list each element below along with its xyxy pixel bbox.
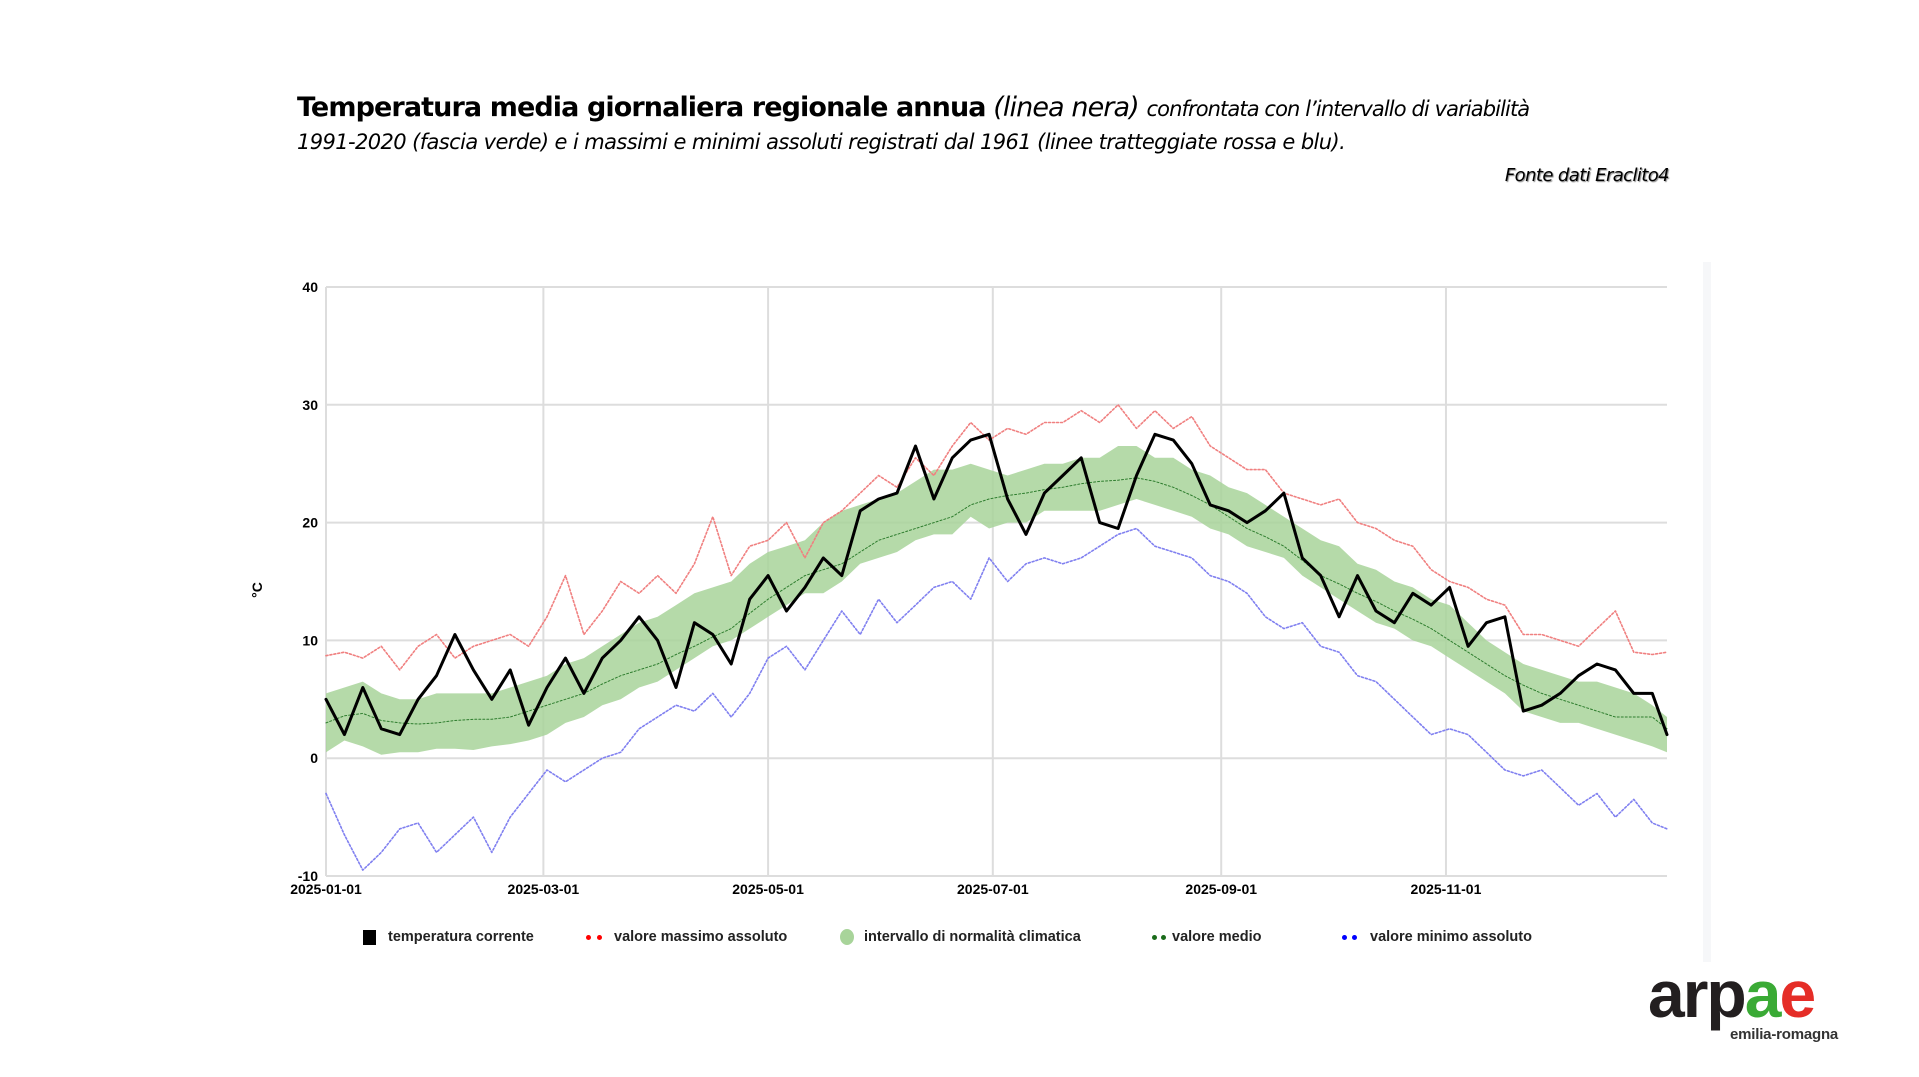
logo-subtitle: emilia-romagna bbox=[1730, 1026, 1839, 1043]
x-tick-label: 2025-09-01 bbox=[1185, 881, 1257, 897]
legend-label-current: temperatura corrente bbox=[388, 929, 534, 945]
y-tick-label: 30 bbox=[302, 397, 318, 413]
y-tick-label: 10 bbox=[302, 632, 318, 648]
x-tick-label: 2025-07-01 bbox=[957, 881, 1029, 897]
normal-band-area bbox=[326, 446, 1667, 755]
caption-title-italic: (linea nera) bbox=[993, 92, 1139, 123]
y-tick-label: 40 bbox=[302, 279, 318, 295]
x-tick-label: 2025-05-01 bbox=[732, 881, 804, 897]
mean-line bbox=[325, 477, 1668, 730]
y-tick-label: -10 bbox=[298, 868, 318, 884]
chart-side-panel bbox=[1703, 262, 1711, 962]
logo-part-a: a bbox=[1744, 957, 1782, 1031]
legend-swatch-min bbox=[1342, 935, 1360, 940]
legend-label-max: valore massimo assoluto bbox=[614, 929, 788, 945]
caption-line-1: Temperatura media giornaliera regionale … bbox=[297, 90, 1687, 127]
legend-label-band: intervallo di normalità climatica bbox=[864, 929, 1081, 945]
legend-swatch-band bbox=[840, 929, 854, 945]
legend-swatch-current bbox=[363, 930, 376, 945]
legend-label-min: valore minimo assoluto bbox=[1370, 929, 1532, 945]
y-tick-label: 0 bbox=[310, 750, 318, 766]
x-tick-label: 2025-11-01 bbox=[1411, 881, 1482, 897]
mean-line-layer bbox=[325, 477, 1668, 730]
logo-wordmark: arpae bbox=[1648, 954, 1816, 1034]
data-source-note: Fonte dati Eraclito4 bbox=[1504, 165, 1670, 186]
x-tick-label: 2025-01-01 bbox=[290, 881, 362, 897]
y-tick-label: 20 bbox=[302, 515, 318, 531]
min-line bbox=[325, 527, 1668, 871]
max-line-layer bbox=[325, 404, 1668, 671]
legend-swatch-mean bbox=[1152, 935, 1170, 940]
legend-swatch-max bbox=[586, 935, 604, 940]
caption-title-rest: confrontata con l’intervallo di variabil… bbox=[1146, 97, 1530, 121]
min-line-layer bbox=[325, 527, 1668, 871]
arpae-logo: arpae emilia-romagna bbox=[1648, 957, 1878, 1062]
current-temperature-line bbox=[324, 432, 1669, 737]
legend-label-mean: valore medio bbox=[1172, 929, 1262, 945]
caption-line-2: 1991-2020 (fascia verde) e i massimi e m… bbox=[297, 130, 1346, 154]
current-line-layer bbox=[324, 432, 1669, 737]
y-axis-label: °C bbox=[249, 582, 265, 598]
caption-title-bold: Temperatura media giornaliera regionale … bbox=[297, 92, 986, 123]
chart-grid bbox=[325, 286, 1667, 877]
normal-band-layer bbox=[326, 446, 1667, 755]
logo-part-e: e bbox=[1779, 957, 1816, 1031]
max-line bbox=[325, 404, 1668, 671]
logo-part-arp: arp bbox=[1648, 957, 1747, 1031]
chart-caption: Temperatura media giornaliera regionale … bbox=[297, 90, 1687, 157]
x-tick-label: 2025-03-01 bbox=[508, 881, 580, 897]
